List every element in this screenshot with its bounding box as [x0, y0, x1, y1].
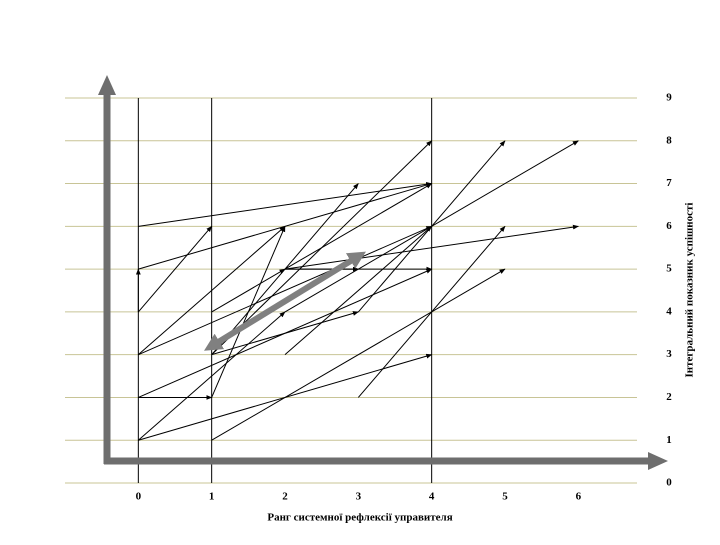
arrow [137, 225, 213, 313]
y-tick-label: 1 [666, 434, 672, 446]
y-tick-label: 8 [666, 134, 672, 146]
arrow [138, 181, 433, 227]
y-tick-label: 5 [666, 263, 672, 275]
x-tick-label: 2 [282, 491, 288, 503]
y-axis-label: Інтегральний показник успішності [684, 203, 696, 378]
y-tick-label: 0 [666, 477, 672, 489]
y-tick-label: 9 [666, 92, 672, 104]
y-tick-label: 3 [666, 348, 672, 360]
trend-arrow [203, 251, 367, 351]
x-tick-label: 4 [429, 491, 435, 503]
x-tick-label: 3 [356, 491, 362, 503]
x-tick-label: 5 [502, 491, 508, 503]
plot-layer: 0 1 2 3 4 5 6 7 8 9 0 1 2 3 4 5 6 [65, 92, 672, 503]
y-tick-label: 2 [666, 391, 672, 403]
y-tick-label: 4 [666, 305, 672, 317]
y-axis-arrowhead [98, 75, 116, 95]
arrow [357, 225, 506, 398]
arrow [138, 225, 433, 356]
x-tick-label: 0 [136, 491, 142, 503]
y-tick-label: 7 [666, 177, 672, 189]
x-axis-arrowhead [648, 452, 668, 470]
x-tick-label: 6 [576, 491, 582, 503]
y-tick-label: 6 [666, 220, 672, 232]
x-tick-label: 1 [209, 491, 215, 503]
arrow [211, 268, 506, 441]
x-axis-label: Ранг системної рефлексії управителя [267, 512, 452, 524]
